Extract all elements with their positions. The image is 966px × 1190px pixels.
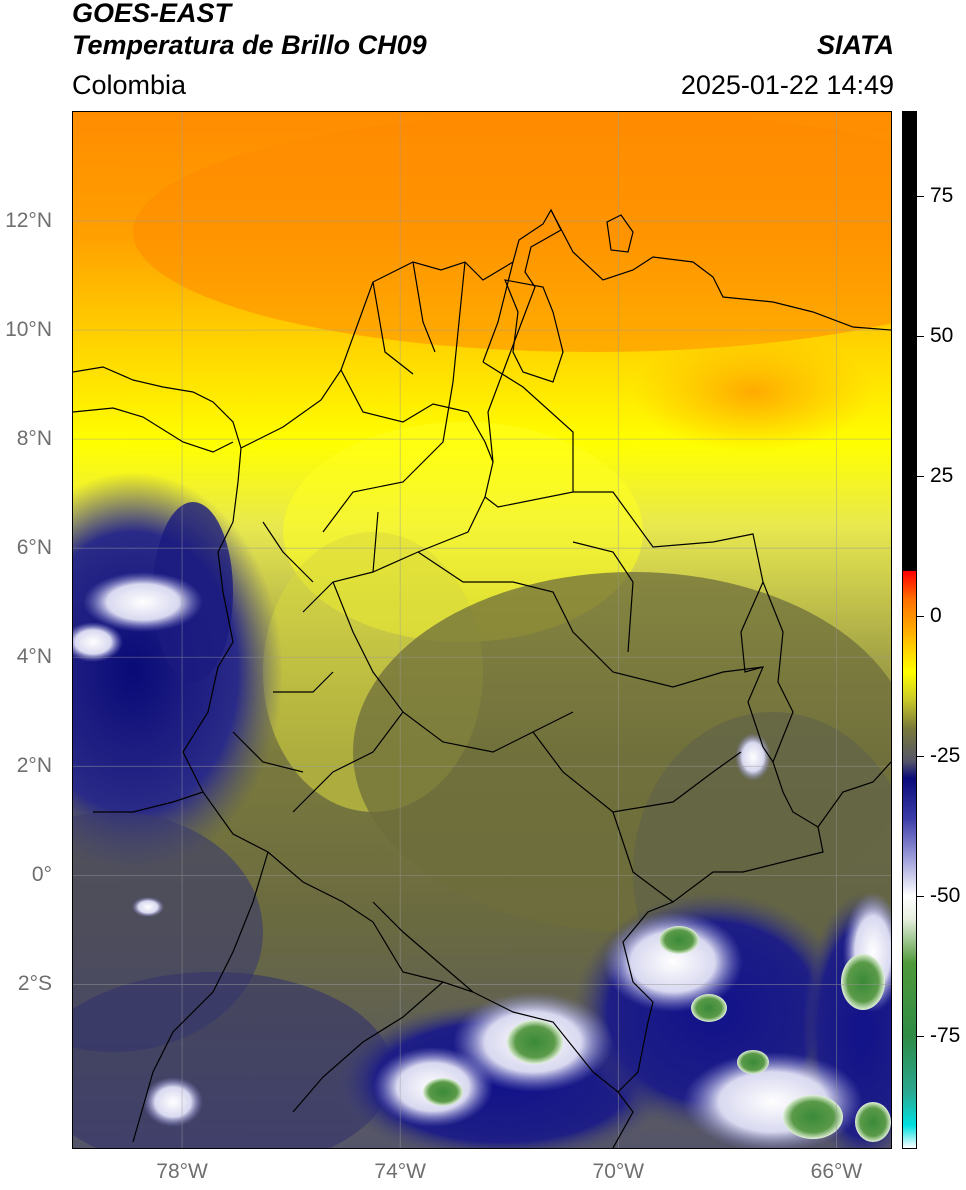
title-product: Temperatura de Brillo CH09: [72, 30, 427, 60]
latitude-label: 4°N: [16, 645, 52, 669]
colorbar-tick-label: 0: [930, 604, 942, 627]
colorbar-tick: [917, 476, 924, 477]
latitude-label: 6°N: [16, 536, 52, 560]
coastlines-and-borders: [73, 208, 891, 1148]
colorbar-tick-label: 50: [930, 324, 954, 347]
venezuela-coast: [504, 209, 891, 383]
colorbar-tick: [917, 196, 924, 197]
datetime-label: 2025-01-22 14:49: [680, 70, 894, 100]
colorbar-tick-label: 75: [930, 184, 954, 207]
department-borders: [232, 261, 764, 903]
longitude-label: 74°W: [374, 1160, 426, 1183]
colorbar-tick-label: -50: [930, 884, 961, 907]
longitude-label: 78°W: [156, 1160, 208, 1183]
colorbar: [902, 111, 917, 1149]
graticule-lines: [73, 112, 891, 1148]
latitude-label: 8°N: [16, 427, 52, 451]
colorbar-tick: [917, 616, 924, 617]
title-satellite: GOES-EAST: [72, 0, 232, 28]
venezuela-brazil-border: [762, 581, 891, 828]
region-label: Colombia: [72, 70, 187, 100]
colorbar-tick-label: -75: [930, 1024, 961, 1047]
satellite-map: [72, 111, 892, 1149]
longitude-label: 66°W: [810, 1160, 863, 1183]
longitude-label: 70°W: [592, 1160, 645, 1183]
colorbar-tick-label: -25: [930, 744, 961, 767]
colombia-outline: [182, 208, 824, 1093]
panama-central-america: [73, 366, 242, 453]
ecuador-peru-border: [93, 791, 634, 1148]
brightness-temperature-field: [73, 112, 891, 1148]
colorbar-tick: [917, 896, 924, 897]
latitude-label: 2°S: [17, 972, 52, 996]
latitude-label: 10°N: [5, 318, 52, 342]
latitude-label: 2°N: [16, 754, 52, 778]
latitude-label: 12°N: [5, 209, 52, 233]
latitude-label: 0°: [31, 863, 52, 887]
colorbar-tick-label: 25: [930, 464, 954, 487]
colorbar-tick: [917, 336, 924, 337]
colorbar-tick: [917, 1036, 924, 1037]
organization-label: SIATA: [817, 30, 894, 60]
colorbar-tick: [917, 756, 924, 757]
